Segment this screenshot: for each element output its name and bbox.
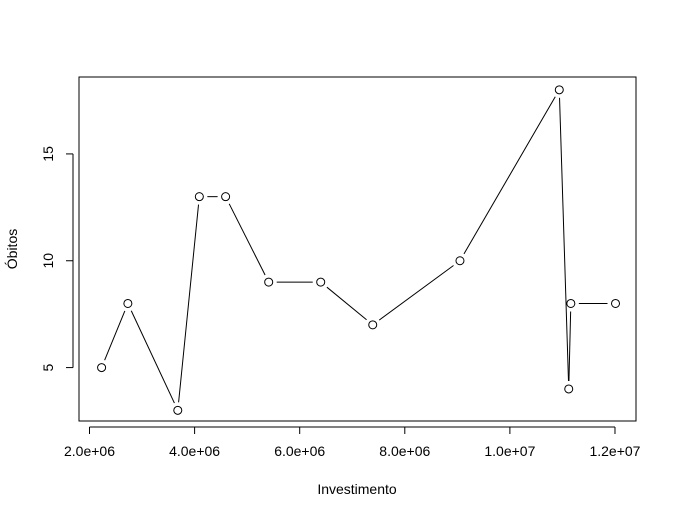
data-point <box>554 85 564 95</box>
y-axis: 5 10 15 <box>40 146 74 371</box>
series-line-segment <box>228 203 266 276</box>
data-point <box>173 405 183 415</box>
data-point <box>97 363 107 373</box>
data-point <box>564 384 574 394</box>
series-line-segment <box>559 97 569 381</box>
data-point <box>194 192 204 202</box>
series-line-segment <box>326 286 367 321</box>
y-tick-label: 15 <box>40 146 56 162</box>
series-line-segment <box>568 311 572 381</box>
y-axis-label: Óbitos <box>4 229 20 269</box>
series-line-segment <box>378 265 454 321</box>
x-tick-label: 8.0e+06 <box>379 443 430 459</box>
y-tick-label: 5 <box>40 363 56 371</box>
data-point <box>368 320 378 330</box>
series-group <box>97 85 621 415</box>
series-line-segment <box>463 96 556 255</box>
series-line-segment <box>178 204 200 403</box>
data-point <box>264 277 274 287</box>
x-tick-label: 4.0e+06 <box>169 443 220 459</box>
data-point <box>455 256 465 266</box>
x-axis-label: Investimento <box>317 481 397 497</box>
data-point <box>611 298 621 308</box>
y-tick-label: 10 <box>40 253 56 269</box>
data-point <box>221 192 231 202</box>
series-line-segment <box>130 310 175 404</box>
data-point <box>123 298 133 308</box>
x-tick-label: 1.2e+07 <box>589 443 640 459</box>
data-point <box>566 298 576 308</box>
x-tick-label: 6.0e+06 <box>274 443 325 459</box>
plot-frame <box>78 76 637 422</box>
data-point <box>316 277 326 287</box>
x-axis: 2.0e+06 4.0e+06 6.0e+06 8.0e+06 1.0e+07 1.2e+… <box>64 426 641 459</box>
x-tick-label: 1.0e+07 <box>484 443 535 459</box>
series-line-segment <box>104 310 126 361</box>
x-tick-label: 2.0e+06 <box>64 443 115 459</box>
